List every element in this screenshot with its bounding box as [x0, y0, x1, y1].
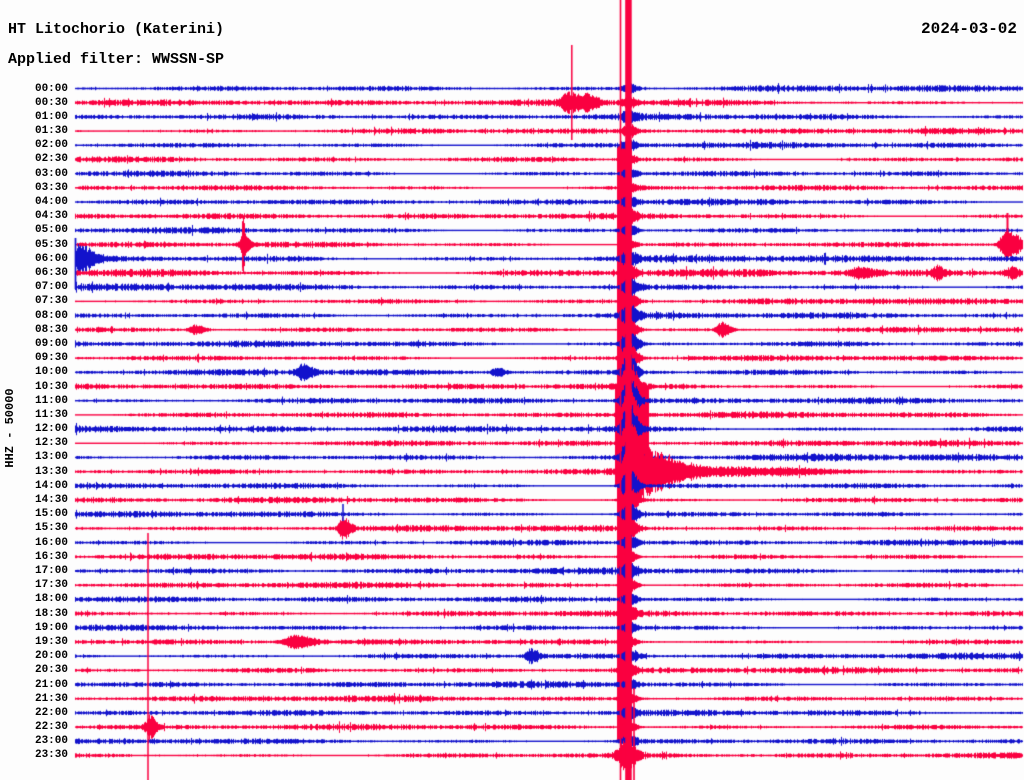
time-label: 18:00 — [34, 593, 68, 606]
time-label: 10:00 — [34, 366, 68, 379]
time-label: 07:00 — [34, 281, 68, 294]
time-label: 12:30 — [34, 437, 68, 450]
time-label: 11:00 — [34, 394, 68, 407]
time-label: 15:30 — [34, 522, 68, 535]
time-label: 19:30 — [34, 635, 68, 648]
time-label: 15:00 — [34, 508, 68, 521]
time-label: 13:30 — [34, 465, 68, 478]
time-label: 14:00 — [34, 479, 68, 492]
time-label: 23:30 — [34, 749, 68, 762]
time-label: 05:00 — [34, 224, 68, 237]
time-label: 01:00 — [34, 110, 68, 123]
time-label: 02:30 — [34, 153, 68, 166]
time-label: 12:00 — [34, 423, 68, 436]
time-label: 16:30 — [34, 550, 68, 563]
time-label: 02:00 — [34, 139, 68, 152]
time-label: 16:00 — [34, 536, 68, 549]
time-label: 01:30 — [34, 125, 68, 138]
time-label: 06:00 — [34, 252, 68, 265]
time-label: 20:30 — [34, 664, 68, 677]
time-label: 08:00 — [34, 309, 68, 322]
time-label: 08:30 — [34, 323, 68, 336]
time-label: 09:30 — [34, 352, 68, 365]
time-label: 17:30 — [34, 579, 68, 592]
time-label: 00:30 — [34, 96, 68, 109]
time-label: 03:30 — [34, 181, 68, 194]
applied-filter-label: Applied filter: WWSSN-SP — [8, 51, 225, 68]
time-label: 10:30 — [34, 380, 68, 393]
time-label: 00:00 — [34, 82, 68, 95]
time-label: 13:00 — [34, 451, 68, 464]
time-label: 04:30 — [34, 210, 68, 223]
time-label: 19:00 — [34, 621, 68, 634]
time-label: 09:00 — [34, 337, 68, 350]
date-label: 2024-03-02 — [920, 20, 1017, 38]
time-label: 06:30 — [34, 266, 68, 279]
time-label: 18:30 — [34, 607, 68, 620]
time-axis: 00:00 00:30 01:00 01:30 02:00 02:30 03:00 03:30… — [0, 0, 68, 780]
station-title: HT Litochorio (Katerini) — [8, 21, 225, 38]
time-label: 14:30 — [34, 494, 68, 507]
time-label: 21:30 — [34, 692, 68, 705]
time-label: 11:30 — [34, 408, 68, 421]
time-label: 21:00 — [34, 678, 68, 691]
time-label: 22:00 — [34, 706, 68, 719]
time-label: 03:00 — [34, 167, 68, 180]
time-label: 04:00 — [34, 196, 68, 209]
time-label: 23:00 — [34, 735, 68, 748]
time-label: 17:00 — [34, 564, 68, 577]
time-label: 22:30 — [34, 721, 68, 734]
time-label: 20:00 — [34, 650, 68, 663]
time-label: 05:30 — [34, 238, 68, 251]
time-label: 07:30 — [34, 295, 68, 308]
